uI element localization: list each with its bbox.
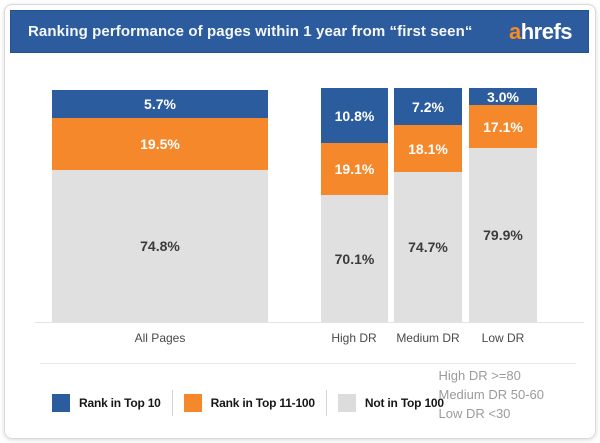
segment-top-10: 10.8% [321, 88, 388, 143]
dr-definition-high: High DR >=80 [438, 368, 521, 383]
segment-value-label: 3.0% [487, 88, 519, 105]
segment-value-label: 18.1% [408, 140, 448, 157]
dr-definitions: High DR >=80 Medium DR 50-60 Low DR <30 [439, 366, 545, 423]
bar-medium-dr: 7.2% 18.1% 74.7% [394, 88, 462, 322]
segment-value-label: 17.1% [483, 118, 523, 135]
segment-not-top-100: 70.1% [321, 195, 388, 322]
legend-label: Rank in Top 11-100 [210, 396, 315, 410]
x-axis-label-low-dr: Low DR [481, 331, 525, 345]
x-axis-label-high-dr: High DR [331, 331, 377, 345]
legend-swatch-gray [337, 394, 356, 412]
x-axis-label-all-pages: All Pages [134, 331, 186, 345]
segment-top-11-100: 19.1% [321, 143, 388, 195]
chart-title: Ranking performance of pages within 1 ye… [28, 23, 473, 40]
segment-not-top-100: 74.8% [52, 170, 268, 322]
legend-item-top-10: Rank in Top 10 [52, 394, 161, 412]
ahrefs-logo-hrefs: hrefs [520, 18, 573, 44]
segment-top-10: 5.7% [52, 90, 268, 118]
legend-divider [171, 390, 173, 416]
legend-label: Rank in Top 10 [79, 396, 161, 410]
legend-swatch-orange [183, 394, 202, 412]
ahrefs-logo: a hrefs [508, 11, 573, 52]
legend-swatch-blue [52, 394, 70, 412]
legend-item-top-11-100: Rank in Top 11-100 [183, 394, 315, 412]
segment-value-label: 74.7% [408, 239, 448, 255]
segment-value-label: 70.1% [334, 250, 375, 267]
legend-divider [325, 390, 327, 416]
segment-value-label: 74.8% [140, 238, 180, 254]
legend-item-not-top-100: Not in Top 100 [337, 394, 444, 412]
segment-top-11-100: 18.1% [394, 125, 462, 172]
segment-not-top-100: 74.7% [394, 172, 462, 322]
bar-low-dr: 3.0% 17.1% 79.9% [469, 88, 537, 322]
x-axis-line [35, 322, 584, 323]
segment-value-label: 10.8% [334, 107, 375, 124]
dr-definition-medium: Medium DR 50-60 [438, 387, 545, 402]
bar-high-dr: 10.8% 19.1% 70.1% [321, 88, 388, 322]
segment-value-label: 19.5% [140, 136, 180, 152]
segment-top-10: 3.0% [469, 88, 537, 105]
segment-value-label: 7.2% [412, 98, 444, 115]
segment-top-11-100: 17.1% [469, 105, 537, 148]
segment-top-10: 7.2% [394, 88, 462, 125]
segment-value-label: 5.7% [144, 96, 176, 112]
x-axis-label-medium-dr: Medium DR [396, 331, 460, 345]
legend: Rank in Top 10 Rank in Top 11-100 Not in… [52, 390, 444, 416]
segment-top-11-100: 19.5% [52, 118, 268, 170]
ahrefs-logo-a: a [508, 18, 521, 44]
legend-separator-line [40, 363, 576, 364]
bar-all-pages: 5.7% 19.5% 74.8% [52, 90, 268, 322]
chart-header: Ranking performance of pages within 1 ye… [10, 10, 589, 53]
dr-definition-low: Low DR <30 [438, 406, 511, 421]
segment-value-label: 79.9% [483, 227, 523, 243]
segment-value-label: 19.1% [334, 161, 375, 177]
legend-label: Not in Top 100 [364, 396, 444, 410]
segment-not-top-100: 79.9% [469, 148, 537, 322]
